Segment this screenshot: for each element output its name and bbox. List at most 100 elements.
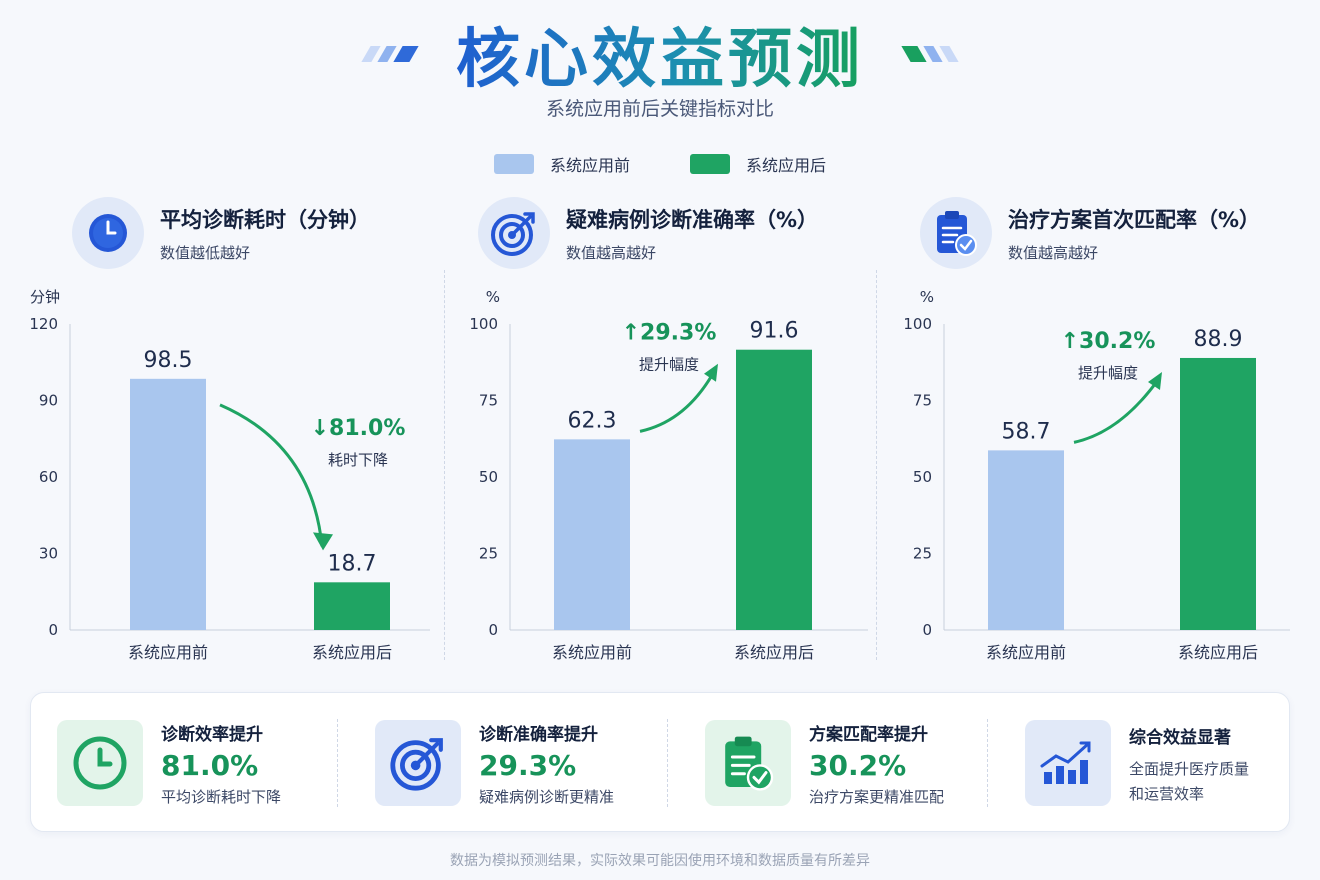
stat-overall: 综合效益显著 全面提升医疗质量 和运营效率 [1025, 719, 1249, 807]
stat-efficiency: 诊断效率提升 81.0% 平均诊断耗时下降 [57, 719, 281, 807]
stat-desc: 治疗方案更精准匹配 [809, 787, 945, 806]
title-decoration-left [361, 46, 419, 62]
y-tick-label: 120 [29, 315, 58, 333]
target-icon [375, 720, 461, 806]
bar-chart-diagnosis-time: 分钟 0 30 60 90 120 98.5 系统应用前 18.7 系统应用后 ↓81.0% 耗时下降 [29, 288, 430, 662]
x-tick-label: 系统应用后 [312, 643, 392, 662]
bar-value-label: 62.3 [568, 408, 617, 433]
bar-chart-accuracy: % 0 25 50 75 100 62.3 系统应用前 91.6 系统应用后 ↑29.3% 提升幅度 [469, 288, 868, 662]
change-arrowhead [313, 532, 333, 551]
bar-before [130, 378, 206, 630]
bar-before [988, 450, 1064, 630]
stat-desc: 和运营效率 [1129, 784, 1205, 803]
y-tick-label: 25 [479, 545, 498, 563]
growth-chart-icon [1025, 720, 1111, 806]
y-axis-unit-label: % [920, 288, 934, 306]
bar-value-label: 88.9 [1194, 327, 1243, 352]
change-label: 耗时下降 [328, 451, 388, 469]
bar-chart-match-rate: % 0 25 50 75 100 58.7 系统应用前 88.9 系统应用后 ↑30.2% 提升幅度 [903, 288, 1290, 662]
legend-label-after: 系统应用后 [746, 156, 827, 175]
legend-swatch-after [690, 154, 730, 174]
y-axis-unit-label: 分钟 [30, 288, 60, 306]
bar-value-label: 58.7 [1002, 419, 1051, 444]
y-tick-label: 50 [479, 468, 498, 486]
y-tick-label: 0 [922, 621, 932, 639]
change-label: 提升幅度 [639, 356, 699, 374]
bar-value-label: 98.5 [144, 348, 193, 373]
x-tick-label: 系统应用后 [734, 643, 814, 662]
y-tick-label: 100 [469, 315, 498, 333]
stat-divider [337, 719, 338, 807]
change-arrow [1073, 379, 1160, 444]
y-tick-label: 25 [913, 545, 932, 563]
legend-item-before: 系统应用前 [493, 152, 630, 176]
clock-icon [57, 720, 143, 806]
y-tick-label: 90 [39, 392, 58, 410]
footnote: 数据为模拟预测结果，实际效果可能因使用环境和数据质量有所差异 [450, 853, 870, 869]
stat-match: 方案匹配率提升 30.2% 治疗方案更精准匹配 [705, 719, 944, 807]
clipboard-check-icon [705, 720, 791, 806]
change-arrowhead [1148, 371, 1162, 390]
stat-divider [667, 719, 668, 807]
change-percent: ↑30.2% [1061, 329, 1156, 354]
clock-icon [72, 197, 144, 269]
y-tick-label: 100 [903, 315, 932, 333]
y-tick-label: 50 [913, 468, 932, 486]
x-tick-label: 系统应用后 [1178, 643, 1258, 662]
page-title: 核心效益预测 [456, 8, 864, 100]
stat-value: 29.3% [479, 748, 577, 782]
change-arrow [219, 403, 324, 547]
y-axis-unit-label: % [486, 288, 500, 306]
chart-subtitle-accuracy: 数值越高越好 [566, 243, 657, 262]
change-percent: ↓81.0% [311, 416, 406, 441]
y-tick-label: 60 [39, 468, 58, 486]
y-tick-label: 75 [913, 392, 932, 410]
legend: 系统应用前 系统应用后 [0, 152, 1320, 176]
chart-title-accuracy: 疑难病例诊断准确率（%） [566, 207, 819, 232]
legend-label-before: 系统应用前 [549, 156, 630, 175]
stat-label: 诊断准确率提升 [479, 724, 598, 745]
chart-subtitle-time: 数值越低越好 [160, 243, 251, 262]
change-label: 提升幅度 [1078, 364, 1138, 382]
stat-label: 诊断效率提升 [161, 724, 263, 745]
bar-before [554, 439, 630, 630]
chart-title-match: 治疗方案首次匹配率（%） [1008, 207, 1261, 232]
bar-after [736, 349, 812, 630]
panel-divider [444, 270, 445, 660]
stat-desc: 平均诊断耗时下降 [161, 787, 282, 806]
change-arrowhead [704, 363, 718, 382]
panel-header-match: 治疗方案首次匹配率（%） 数值越高越好 [920, 196, 1260, 270]
panel-header-accuracy: 疑难病例诊断准确率（%） 数值越高越好 [478, 196, 818, 270]
summary-card: 诊断效率提升 81.0% 平均诊断耗时下降 诊断准确率提升 29.3% 疑难病例… [30, 692, 1290, 832]
bar-value-label: 91.6 [750, 319, 799, 344]
stat-value: 30.2% [809, 748, 907, 782]
stat-label: 综合效益显著 [1129, 727, 1231, 748]
stat-divider [987, 719, 988, 807]
y-tick-label: 0 [48, 621, 58, 639]
panel-header-time: 平均诊断耗时（分钟） 数值越低越好 [72, 196, 370, 270]
title-decoration-right [901, 46, 959, 62]
title-row: 核心效益预测 [0, 14, 1320, 97]
y-tick-label: 30 [39, 545, 58, 563]
stat-accuracy: 诊断准确率提升 29.3% 疑难病例诊断更精准 [375, 719, 614, 807]
stat-desc: 全面提升医疗质量 [1129, 759, 1250, 778]
stat-value: 81.0% [161, 748, 259, 782]
x-tick-label: 系统应用前 [552, 643, 632, 662]
x-tick-label: 系统应用前 [128, 643, 208, 662]
x-tick-label: 系统应用前 [986, 643, 1066, 662]
y-tick-label: 0 [488, 621, 498, 639]
panel-divider [876, 270, 877, 660]
target-icon [478, 197, 550, 269]
legend-swatch-before [493, 154, 534, 174]
clipboard-check-icon [920, 197, 992, 269]
legend-item-after: 系统应用后 [690, 152, 826, 176]
stat-label: 方案匹配率提升 [809, 724, 928, 745]
page-subtitle: 系统应用前后关键指标对比 [545, 98, 774, 120]
stat-desc: 疑难病例诊断更精准 [479, 787, 615, 806]
bar-value-label: 18.7 [328, 551, 377, 576]
change-percent: ↑29.3% [622, 321, 717, 346]
bar-after [314, 582, 390, 630]
y-tick-label: 75 [479, 392, 498, 410]
bar-after [1180, 357, 1256, 630]
chart-title-time: 平均诊断耗时（分钟） [160, 207, 370, 232]
